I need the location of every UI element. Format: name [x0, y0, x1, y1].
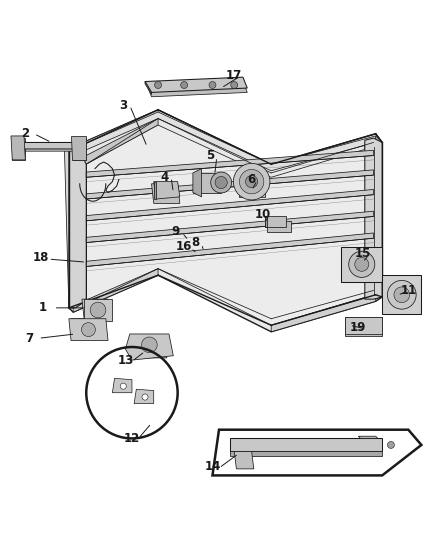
Text: 6: 6: [247, 173, 256, 186]
Text: 10: 10: [254, 208, 271, 221]
Polygon shape: [12, 142, 84, 151]
Circle shape: [233, 163, 270, 200]
Circle shape: [90, 302, 106, 318]
Polygon shape: [365, 138, 374, 299]
Circle shape: [215, 176, 227, 189]
Text: 1: 1: [39, 301, 47, 314]
Circle shape: [231, 82, 238, 88]
Circle shape: [394, 287, 410, 303]
Polygon shape: [73, 269, 158, 312]
Text: 4: 4: [160, 171, 169, 184]
Polygon shape: [376, 136, 382, 299]
Polygon shape: [345, 317, 382, 334]
Circle shape: [209, 82, 216, 88]
Circle shape: [246, 175, 258, 188]
Text: 16: 16: [176, 240, 192, 253]
Circle shape: [81, 322, 95, 336]
Circle shape: [240, 169, 264, 194]
Polygon shape: [265, 216, 286, 228]
Text: 3: 3: [119, 99, 127, 112]
Text: 13: 13: [117, 353, 134, 367]
Text: 11: 11: [400, 284, 417, 297]
Polygon shape: [84, 299, 113, 321]
Polygon shape: [71, 136, 86, 160]
Polygon shape: [134, 389, 154, 403]
Polygon shape: [193, 168, 201, 197]
Polygon shape: [147, 82, 247, 97]
Polygon shape: [82, 118, 158, 303]
Polygon shape: [230, 439, 382, 451]
Polygon shape: [73, 112, 376, 171]
Polygon shape: [130, 338, 167, 358]
Text: 2: 2: [21, 127, 29, 140]
Polygon shape: [267, 221, 291, 232]
Polygon shape: [345, 317, 382, 336]
Polygon shape: [73, 138, 86, 160]
Text: 18: 18: [32, 251, 49, 264]
Polygon shape: [239, 190, 265, 197]
Polygon shape: [86, 125, 374, 325]
Polygon shape: [86, 233, 374, 266]
Circle shape: [349, 251, 375, 277]
Circle shape: [388, 441, 394, 448]
Polygon shape: [71, 319, 106, 338]
Polygon shape: [154, 182, 180, 199]
Text: 14: 14: [204, 460, 221, 473]
Text: 15: 15: [354, 247, 371, 260]
Polygon shape: [86, 211, 374, 243]
Text: 17: 17: [226, 69, 242, 82]
Polygon shape: [154, 182, 156, 199]
Polygon shape: [193, 173, 221, 192]
Polygon shape: [382, 275, 421, 314]
Polygon shape: [230, 451, 382, 456]
Polygon shape: [82, 299, 110, 319]
Text: 7: 7: [25, 332, 34, 345]
Polygon shape: [145, 82, 152, 94]
Circle shape: [211, 172, 232, 193]
Polygon shape: [365, 138, 382, 299]
Text: 9: 9: [171, 225, 180, 238]
Polygon shape: [343, 254, 382, 282]
Polygon shape: [86, 170, 374, 199]
Text: 5: 5: [206, 149, 215, 162]
Polygon shape: [145, 77, 247, 92]
Circle shape: [355, 257, 369, 271]
Polygon shape: [12, 138, 25, 160]
Polygon shape: [271, 295, 376, 332]
Polygon shape: [64, 110, 158, 308]
Polygon shape: [86, 150, 374, 177]
Polygon shape: [152, 184, 180, 204]
Polygon shape: [341, 247, 382, 282]
Circle shape: [181, 82, 187, 88]
Polygon shape: [113, 378, 132, 393]
Polygon shape: [69, 110, 382, 332]
Text: 8: 8: [191, 236, 199, 249]
Polygon shape: [265, 216, 267, 228]
Polygon shape: [69, 149, 86, 308]
Text: 19: 19: [350, 321, 367, 334]
Circle shape: [141, 337, 157, 353]
Polygon shape: [385, 282, 421, 312]
Polygon shape: [358, 436, 378, 439]
Circle shape: [120, 383, 126, 389]
Polygon shape: [14, 142, 80, 149]
Circle shape: [388, 280, 416, 309]
Text: 12: 12: [124, 432, 140, 445]
Polygon shape: [125, 334, 173, 360]
Polygon shape: [11, 136, 25, 160]
Polygon shape: [234, 451, 254, 469]
Circle shape: [142, 394, 148, 400]
Circle shape: [155, 82, 162, 88]
Polygon shape: [14, 142, 17, 151]
Polygon shape: [69, 319, 108, 341]
Polygon shape: [86, 189, 374, 221]
